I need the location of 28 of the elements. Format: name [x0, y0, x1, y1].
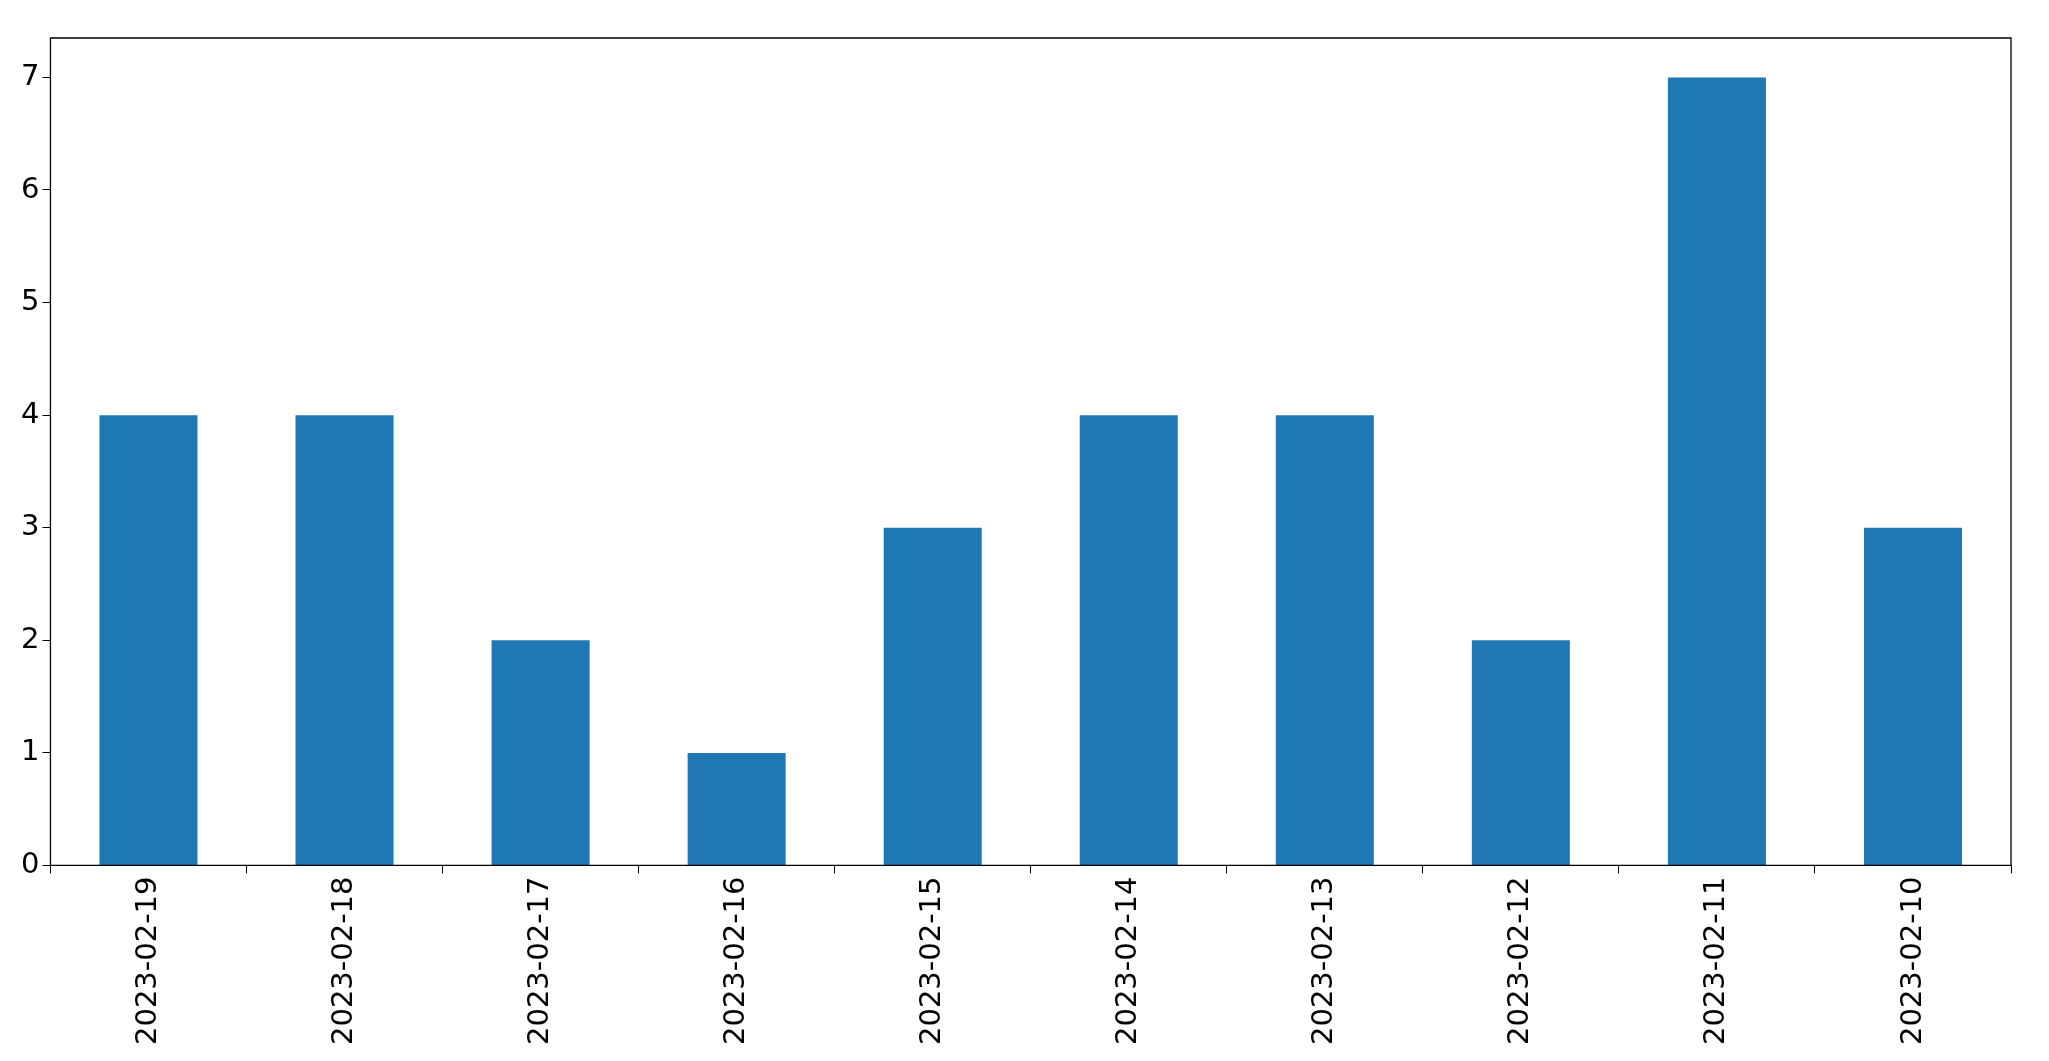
y-tick-label: 2 — [21, 620, 40, 655]
x-tick-label: 2023-02-11 — [1697, 876, 1732, 1046]
bar — [295, 415, 394, 865]
bar — [1471, 640, 1570, 865]
x-tick-label: 2023-02-18 — [325, 876, 360, 1046]
bar — [99, 415, 198, 865]
y-tick-label: 5 — [21, 283, 40, 318]
bar — [687, 752, 786, 865]
y-tick-label: 0 — [21, 846, 40, 880]
x-tick-label: 2023-02-16 — [717, 876, 752, 1046]
bar — [491, 640, 590, 865]
x-tick-label: 2023-02-10 — [1893, 876, 1928, 1046]
bar — [1863, 527, 1962, 865]
bar — [1275, 415, 1374, 865]
y-tick-label: 1 — [21, 733, 40, 768]
bar — [1079, 415, 1178, 865]
x-tick-label: 2023-02-14 — [1109, 876, 1144, 1046]
bar — [1667, 77, 1766, 865]
x-tick-label: 2023-02-12 — [1501, 876, 1536, 1046]
y-tick-label: 4 — [21, 395, 40, 430]
x-tick-label: 2023-02-13 — [1305, 876, 1340, 1046]
bar — [883, 527, 982, 865]
y-tick-label: 6 — [21, 170, 40, 205]
y-tick-label: 7 — [21, 57, 40, 92]
x-tick-label: 2023-02-19 — [129, 876, 164, 1046]
y-tick-label: 3 — [21, 508, 40, 543]
x-tick-label: 2023-02-15 — [913, 876, 948, 1046]
x-tick-label: 2023-02-17 — [521, 876, 556, 1046]
